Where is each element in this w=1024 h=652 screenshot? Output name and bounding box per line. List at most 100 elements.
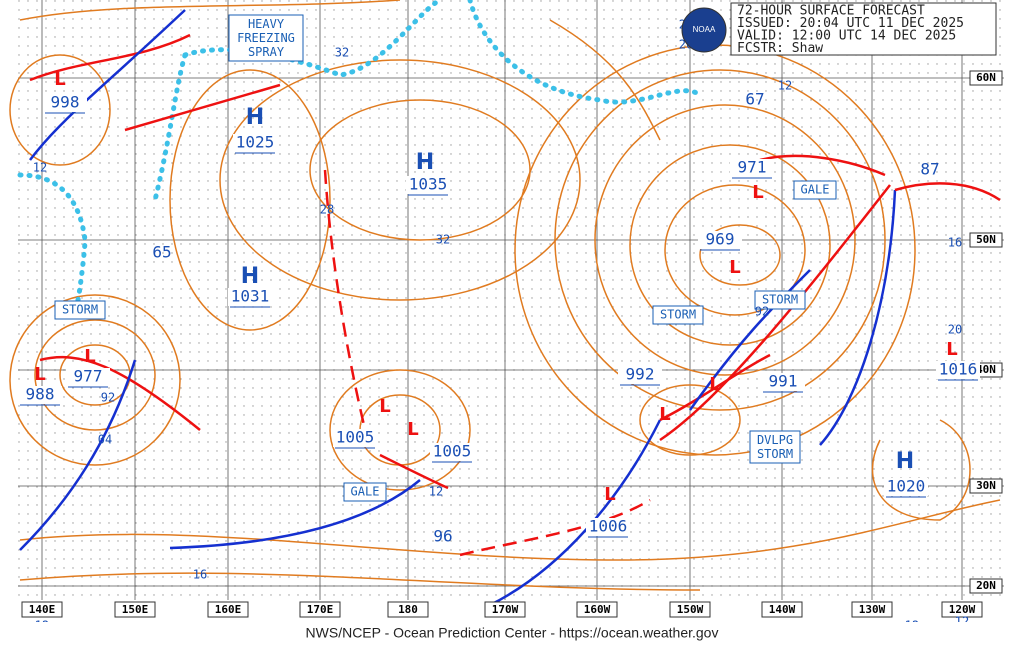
low-symbol: L [379, 396, 390, 417]
header-line: 72-HOUR SURFACE FORECAST [737, 4, 925, 19]
noaa-logo [681, 7, 727, 53]
pressure-bg [228, 288, 272, 306]
high-symbol: H [246, 105, 264, 130]
isobar-label: 32 [335, 46, 349, 60]
lon-label: 120W [949, 603, 976, 616]
pressure-label: 969 [706, 230, 735, 249]
low-symbol: L [34, 364, 45, 385]
low-symbol: L [604, 484, 615, 505]
isobar-label: 92 [755, 305, 769, 319]
lon-box [207, 601, 249, 618]
lon-label: 180 [398, 603, 418, 616]
isobar-label: 16 [193, 568, 207, 582]
pressure-label: 971 [738, 158, 767, 177]
lat-label: 50N [976, 233, 996, 246]
pressure-bg [333, 429, 377, 447]
pressure-bg [406, 176, 450, 194]
header-line: ISSUED: 20:04 UTC 11 DEC 2025 [737, 16, 964, 31]
lon-box [114, 601, 156, 618]
warning-box [228, 14, 304, 62]
isobar-label: 32 [436, 233, 450, 247]
header-line: VALID: 12:00 UTC 14 DEC 2025 [737, 29, 956, 44]
lat-box [969, 70, 1003, 86]
header-line: FCSTR: Shaw [737, 41, 823, 56]
lat-box [969, 478, 1003, 494]
warning-label: GALE [351, 485, 380, 499]
lon-label: 160W [584, 603, 611, 616]
low-symbol: L [659, 404, 670, 425]
isobar-label: 12 [778, 79, 792, 93]
lon-box [851, 601, 893, 618]
lon-box [484, 601, 526, 618]
pressure-label: 977 [74, 367, 103, 386]
low-symbol: L [946, 339, 957, 360]
lon-label: 130W [859, 603, 886, 616]
isobar-label: 20 [948, 323, 962, 337]
lon-box [21, 601, 63, 618]
pressure-label: 1016 [939, 360, 978, 379]
pressure-bg [698, 231, 742, 249]
isobars [9, 0, 1001, 591]
pressure-bg [18, 386, 62, 404]
lon-box [669, 601, 711, 618]
pressure-label: 991 [769, 372, 798, 391]
warning-label: HEAVY FREEZING SPRAY [237, 17, 295, 59]
pressure-label: 67 [745, 90, 764, 109]
lat-label: 20N [976, 579, 996, 592]
warning-label: GALE [801, 183, 830, 197]
pressure-bg [884, 478, 928, 496]
pressure-label: 988 [26, 385, 55, 404]
pressure-label: 1020 [887, 477, 926, 496]
isobar-label: 28 [320, 203, 334, 217]
pressure-label: 992 [626, 365, 655, 384]
footer: NWS/NCEP - Ocean Prediction Center - htt… [306, 625, 719, 641]
pressure-label: 87 [920, 160, 939, 179]
low-symbol: L [54, 69, 65, 90]
pressure-bg [66, 368, 110, 386]
warning-box [54, 300, 106, 320]
map-background [18, 0, 1004, 600]
lon-box [299, 601, 341, 618]
pressure-bg [586, 518, 630, 536]
lon-box [941, 601, 983, 618]
pressure-bg [43, 94, 87, 112]
low-symbol: L [84, 346, 95, 367]
warning-box [793, 180, 837, 200]
pressure-label: 65 [152, 243, 171, 262]
pressure-bg [233, 134, 277, 152]
isobar-label: 12 [33, 161, 47, 175]
isobar-label: 12 [429, 485, 443, 499]
low-symbol: L [407, 419, 418, 440]
header-box [730, 2, 997, 56]
pressure-bg [936, 361, 980, 379]
low-symbol: L [729, 257, 740, 278]
isobar-label: 92 [101, 391, 115, 405]
lon-label: 160E [215, 603, 242, 616]
warning-label: STORM [62, 303, 98, 317]
lon-label: 150E [122, 603, 149, 616]
pressure-label: 1005 [433, 442, 472, 461]
fronts [19, 9, 1001, 607]
lat-box [969, 578, 1003, 594]
low-symbol: L [752, 182, 763, 203]
warning-label: DVLPG STORM [757, 433, 793, 461]
pressure-label: 96 [433, 527, 452, 546]
pressure-bg [761, 373, 805, 391]
warning-box [754, 290, 806, 310]
warning-label: STORM [762, 293, 798, 307]
lon-label: 170E [307, 603, 334, 616]
pressure-bg [618, 366, 662, 384]
pressure-label: 1025 [236, 133, 275, 152]
lat-label: 40N [976, 363, 996, 376]
low-symbol: L [709, 374, 720, 395]
lon-label: 140E [29, 603, 56, 616]
lon-box [576, 601, 618, 618]
footer-bg [0, 622, 1024, 652]
pressure-label: 998 [51, 93, 80, 112]
warning-box [749, 430, 801, 464]
pressure-bg [430, 443, 474, 461]
lon-box [387, 601, 429, 618]
noaa-logo-text: NOAA [693, 25, 716, 34]
warning-box [343, 482, 387, 502]
high-symbol: H [896, 449, 914, 474]
